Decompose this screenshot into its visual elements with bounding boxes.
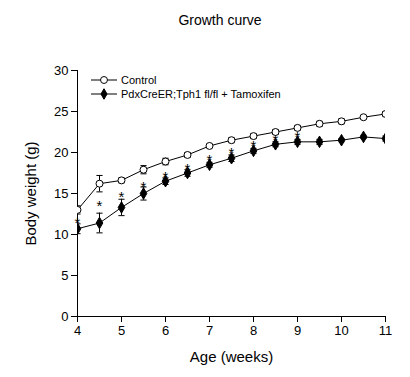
svg-text:Body weight (g): Body weight (g) xyxy=(22,141,39,245)
svg-text:*: * xyxy=(119,188,125,205)
html-text:PdxCreER;Tph1 fl/fl + Tamoxife: PdxCreER;Tph1 fl/fl + Tamoxifen xyxy=(121,88,281,100)
svg-text:7: 7 xyxy=(206,323,213,338)
html-text:Growth curve: Growth curve xyxy=(178,12,262,28)
svg-text:0: 0 xyxy=(61,309,68,324)
svg-text:10: 10 xyxy=(54,227,68,242)
svg-text:30: 30 xyxy=(54,63,68,78)
svg-text:4: 4 xyxy=(74,323,81,338)
svg-text:*: * xyxy=(295,128,301,145)
svg-text:*: * xyxy=(251,137,257,154)
svg-text:20: 20 xyxy=(54,145,68,160)
svg-text:11: 11 xyxy=(379,323,393,338)
svg-text:*: * xyxy=(97,197,103,214)
svg-text:*: * xyxy=(163,168,169,185)
svg-text:9: 9 xyxy=(294,323,301,338)
svg-text:*: * xyxy=(141,178,147,195)
svg-text:6: 6 xyxy=(162,323,169,338)
svg-text:15: 15 xyxy=(54,186,68,201)
svg-text:5: 5 xyxy=(118,323,125,338)
svg-text:*: * xyxy=(185,160,191,177)
svg-text:10: 10 xyxy=(334,323,348,338)
svg-text:*: * xyxy=(273,131,279,148)
svg-text:5: 5 xyxy=(61,268,68,283)
svg-text:Age (weeks): Age (weeks) xyxy=(190,348,273,365)
svg-text:25: 25 xyxy=(54,104,68,119)
html-text:Control: Control xyxy=(121,74,157,86)
svg-text:8: 8 xyxy=(250,323,257,338)
svg-text:*: * xyxy=(229,144,235,161)
svg-text:*: * xyxy=(207,151,213,168)
svg-text:*: * xyxy=(75,214,81,231)
